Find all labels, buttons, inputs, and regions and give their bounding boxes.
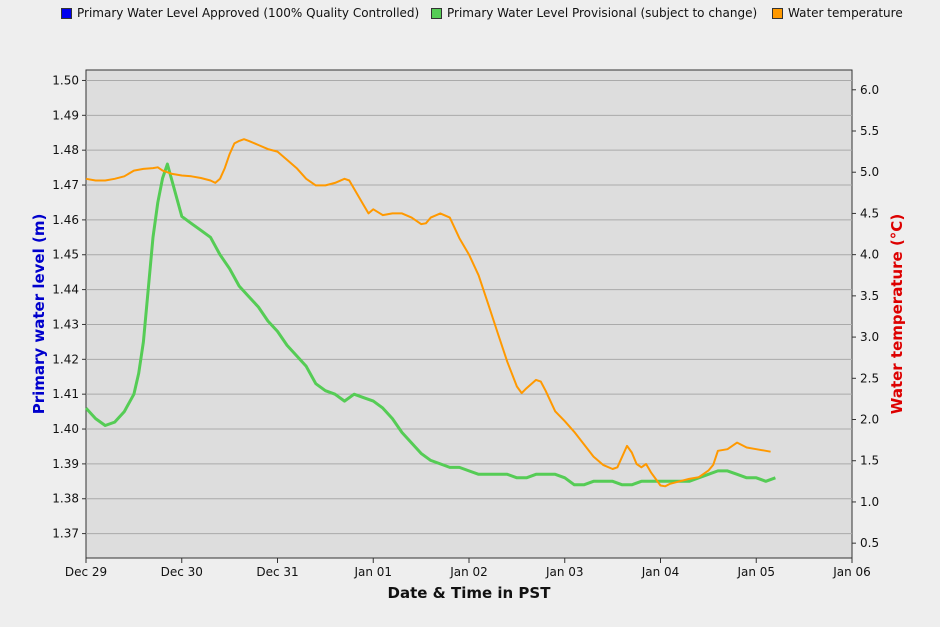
legend-label: Primary Water Level Provisional (subject…	[447, 6, 758, 20]
y-tick-label: 1.38	[52, 492, 79, 506]
y-tick-label: 1.42	[52, 352, 79, 366]
legend-item: Water temperature	[772, 6, 903, 20]
legend-swatch	[61, 7, 72, 19]
x-tick-label: Jan 05	[736, 565, 775, 579]
series-line-water-level	[84, 162, 776, 487]
y-tick-label: 1.48	[52, 143, 79, 157]
y2-tick-label: 6.0	[860, 83, 879, 97]
y2-tick-label: 3.0	[860, 330, 879, 344]
x-axis-label: Date & Time in PST	[388, 584, 552, 602]
y2-axis-label: Water temperature (°C)	[888, 214, 906, 414]
x-tick-label: Jan 03	[545, 565, 584, 579]
y-tick-label: 1.39	[52, 457, 79, 471]
y2-tick-label: 3.5	[860, 289, 879, 303]
x-tick-label: Dec 31	[256, 565, 298, 579]
legend-swatch	[431, 7, 442, 19]
x-tick-label: Dec 29	[65, 565, 107, 579]
legend: Primary Water Level Approved (100% Quali…	[0, 0, 940, 26]
y2-tick-label: 5.0	[860, 165, 879, 179]
legend-label: Water temperature	[788, 6, 903, 20]
y-tick-label: 1.43	[52, 317, 79, 331]
series-line-water-temperature	[85, 138, 771, 488]
y-axis: 1.37 1.38 1.39 1.40 1.41 1.42 1.43 1.44 1.45 1.46…	[52, 73, 86, 541]
grid	[86, 79, 852, 535]
x-tick-label: Jan 04	[641, 565, 680, 579]
x-tick-label: Jan 06	[832, 565, 871, 579]
series-group	[84, 138, 776, 488]
y-tick-label: 1.49	[52, 108, 79, 122]
y2-tick-label: 4.0	[860, 248, 879, 262]
legend-item: Primary Water Level Approved (100% Quali…	[61, 6, 419, 20]
y2-tick-label: 1.5	[860, 454, 879, 468]
y-tick-label: 1.37	[52, 527, 79, 541]
legend-label: Primary Water Level Approved (100% Quali…	[77, 6, 420, 20]
y-tick-label: 1.46	[52, 213, 79, 227]
y2-tick-label: 0.5	[860, 536, 879, 550]
x-axis: Dec 29 Dec 30 Dec 31 Jan 01 Jan 02 Jan 03 Jan …	[65, 558, 871, 579]
x-tick-label: Dec 30	[161, 565, 203, 579]
y2-axis: 0.5 1.0 1.5 2.0 2.5 3.0 3.5 4.0 4.5 5.0 5.5 6.0	[852, 83, 879, 550]
legend-item: Primary Water Level Provisional (subject…	[431, 6, 757, 20]
y2-tick-label: 2.0	[860, 413, 879, 427]
y2-tick-label: 2.5	[860, 371, 879, 385]
x-tick-label: Jan 02	[449, 565, 488, 579]
y2-tick-label: 1.0	[860, 495, 879, 509]
y-tick-label: 1.47	[52, 178, 79, 192]
y2-tick-label: 4.5	[860, 206, 879, 220]
y-tick-label: 1.44	[52, 283, 79, 297]
plot-area	[85, 69, 853, 559]
y-tick-label: 1.40	[52, 422, 79, 436]
x-tick-label: Jan 01	[353, 565, 392, 579]
y-tick-label: 1.45	[52, 248, 79, 262]
y-tick-label: 1.41	[52, 387, 79, 401]
y-tick-label: 1.50	[52, 73, 79, 87]
y2-tick-label: 5.5	[860, 124, 879, 138]
legend-swatch	[772, 7, 783, 19]
y-axis-label: Primary water level (m)	[30, 214, 48, 415]
